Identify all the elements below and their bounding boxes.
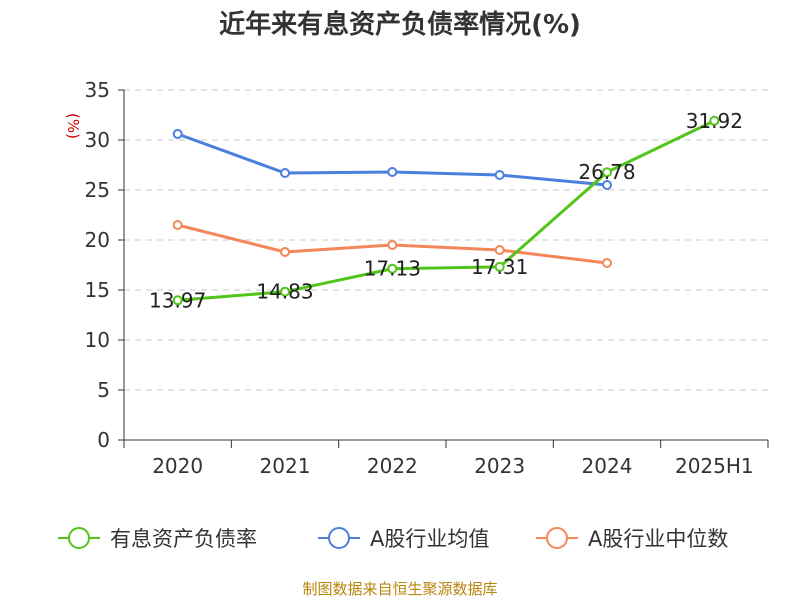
legend-marker-icon [328,527,350,549]
x-tick-label: 2024 [582,454,633,478]
data-point-marker [602,258,612,268]
legend: 有息资产负债率 A股行业均值 A股行业中位数 [58,527,728,551]
data-point-marker [172,129,183,139]
data-labels: 13.97 14.83 17.13 17.31 26.78 31.92 [149,109,743,312]
data-label: 17.13 [364,257,421,281]
series-line-0 [177,119,715,302]
legend-marker-icon [68,527,90,549]
data-point-marker [172,220,183,230]
data-label: 13.97 [149,288,206,312]
legend-label: A股行业均值 [370,527,489,551]
data-point-marker [280,247,290,257]
data-point-marker [280,168,290,178]
x-tick-label: 2022 [367,454,418,478]
data-point-marker [387,263,398,274]
data-label: 17.31 [471,255,528,279]
data-point-marker [172,295,183,306]
y-tick-label: 35 [85,78,110,102]
data-point-marker [494,170,505,180]
legend-label: A股行业中位数 [588,527,728,551]
x-tick-label: 2020 [152,454,203,478]
series-line-1 [177,132,608,187]
y-tick-label: 0 [97,428,110,452]
data-point-marker [709,115,720,126]
legend-item: A股行业中位数 [536,527,728,551]
x-tick-label: 2025H1 [675,454,754,478]
axes: 0 5 10 15 20 25 30 35 2020 2021 2022 2023 2024 2025H1 [85,78,769,478]
y-tick-label: 30 [85,128,110,152]
y-tick-label: 5 [97,378,110,402]
x-tick-label: 2023 [474,454,525,478]
data-point-marker [387,240,398,250]
source-note: 制图数据来自恒生聚源数据库 [302,580,497,598]
data-point-marker [602,180,612,190]
y-axis-unit-label: (%) [64,113,82,139]
chart-title: 近年来有息资产负债率情况(%) [219,9,581,40]
legend-item: 有息资产负债率 [58,527,257,551]
data-point-marker [494,245,505,255]
y-tick-label: 20 [85,228,110,252]
data-point-marker [602,167,612,178]
gridlines [124,89,768,391]
series-lines [172,115,720,306]
legend-label: 有息资产负债率 [110,527,257,551]
x-tick-label: 2021 [260,454,311,478]
legend-marker-icon [546,527,568,549]
data-label: 14.83 [256,280,313,304]
y-tick-label: 25 [85,178,110,202]
data-label: 31.92 [686,109,743,133]
data-point-marker [280,286,290,297]
data-point-marker [387,167,398,177]
legend-item: A股行业均值 [318,527,489,551]
data-point-marker [494,261,505,272]
y-tick-label: 10 [85,328,110,352]
y-tick-label: 15 [85,278,110,302]
data-label: 26.78 [578,160,635,184]
